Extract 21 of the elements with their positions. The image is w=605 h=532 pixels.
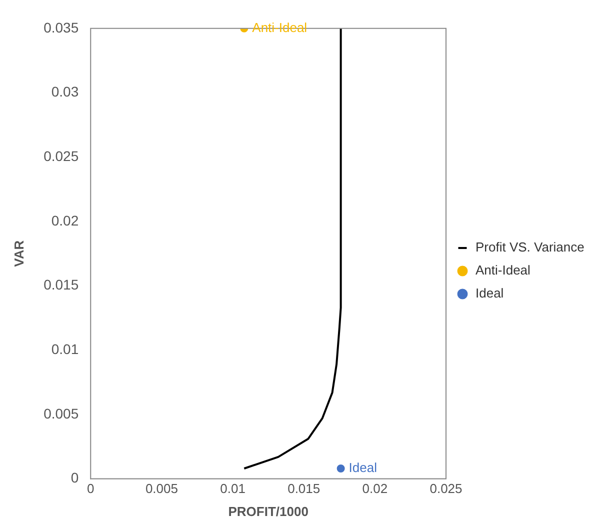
y-tick-label: 0.02 [51, 212, 79, 228]
y-tick-label: 0.005 [44, 405, 79, 422]
y-tick-label: 0.035 [44, 19, 79, 36]
text: Ideal [348, 460, 378, 476]
y-tick-label: 0.015 [44, 276, 79, 293]
legend-label: Anti-Ideal [476, 262, 531, 278]
y-tick-label: 0.025 [44, 148, 79, 164]
y-tick-label: 0.01 [51, 340, 79, 357]
text: Anti-Ideal [252, 20, 308, 35]
x-tick-label: 0.025 [430, 481, 462, 496]
x-tick-label: 0.01 [220, 481, 246, 496]
x-tick-label: 0.02 [362, 481, 388, 496]
x-axis-title: PROFIT/1000 [228, 504, 308, 519]
x-tick-label: 0.005 [145, 481, 178, 496]
legend-label: Profit VS. Variance [476, 240, 584, 255]
legend-label: Ideal [476, 286, 504, 301]
x-tick-label: 0.015 [288, 481, 320, 496]
y-tick-label: 0.03 [51, 84, 79, 100]
y-axis-title: VAR [11, 240, 26, 267]
y-tick-label: 0 [70, 470, 79, 486]
x-tick-label: 0 [87, 481, 94, 496]
